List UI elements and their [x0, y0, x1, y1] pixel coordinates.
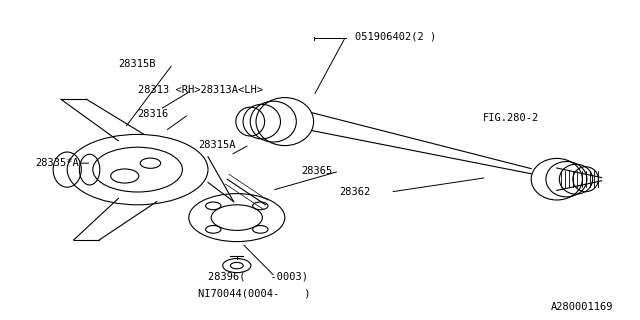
- Text: 28315A: 28315A: [198, 140, 236, 150]
- Text: A280001169: A280001169: [550, 302, 613, 312]
- Text: NI70044(0004-    ): NI70044(0004- ): [198, 289, 311, 299]
- Text: FIG.280-2: FIG.280-2: [483, 113, 540, 124]
- Text: 28396(    -0003): 28396( -0003): [208, 272, 308, 282]
- Text: 28313 <RH>28313A<LH>: 28313 <RH>28313A<LH>: [138, 84, 262, 95]
- Text: 28315B: 28315B: [118, 59, 156, 69]
- Text: 051906402(2 ): 051906402(2 ): [355, 32, 436, 42]
- Text: 28335*A: 28335*A: [35, 158, 79, 168]
- Text: 28362: 28362: [339, 187, 371, 197]
- Text: 28316: 28316: [138, 108, 169, 119]
- Text: 28365: 28365: [301, 166, 332, 176]
